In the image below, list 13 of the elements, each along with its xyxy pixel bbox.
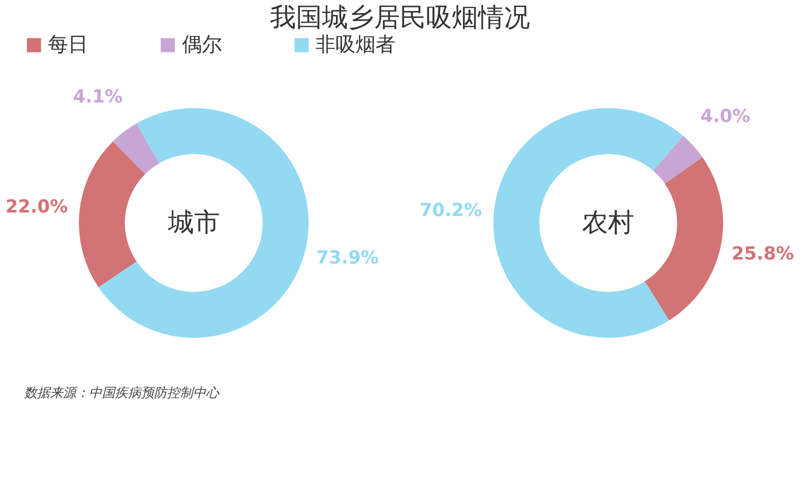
slice-label: 农村 <box>582 208 634 238</box>
data-label: 73.9% <box>316 247 379 268</box>
legend-label: 非吸烟者 <box>316 32 396 56</box>
data-label: 22.0% <box>6 196 68 218</box>
data-label: 4.0% <box>700 106 750 128</box>
data-label: 70.2% <box>420 200 482 221</box>
chart-title: 我国城乡居民吸烟情况 <box>270 3 530 34</box>
data-label: 4.1% <box>72 86 123 108</box>
legend-label: 偶尔 <box>182 32 222 56</box>
data-label: 25.8% <box>732 244 794 265</box>
slice-label: 城市 <box>166 208 220 238</box>
legend-label: 每日 <box>48 32 88 56</box>
source-note: 数据来源：中国疾病预防控制中心 <box>24 386 220 401</box>
